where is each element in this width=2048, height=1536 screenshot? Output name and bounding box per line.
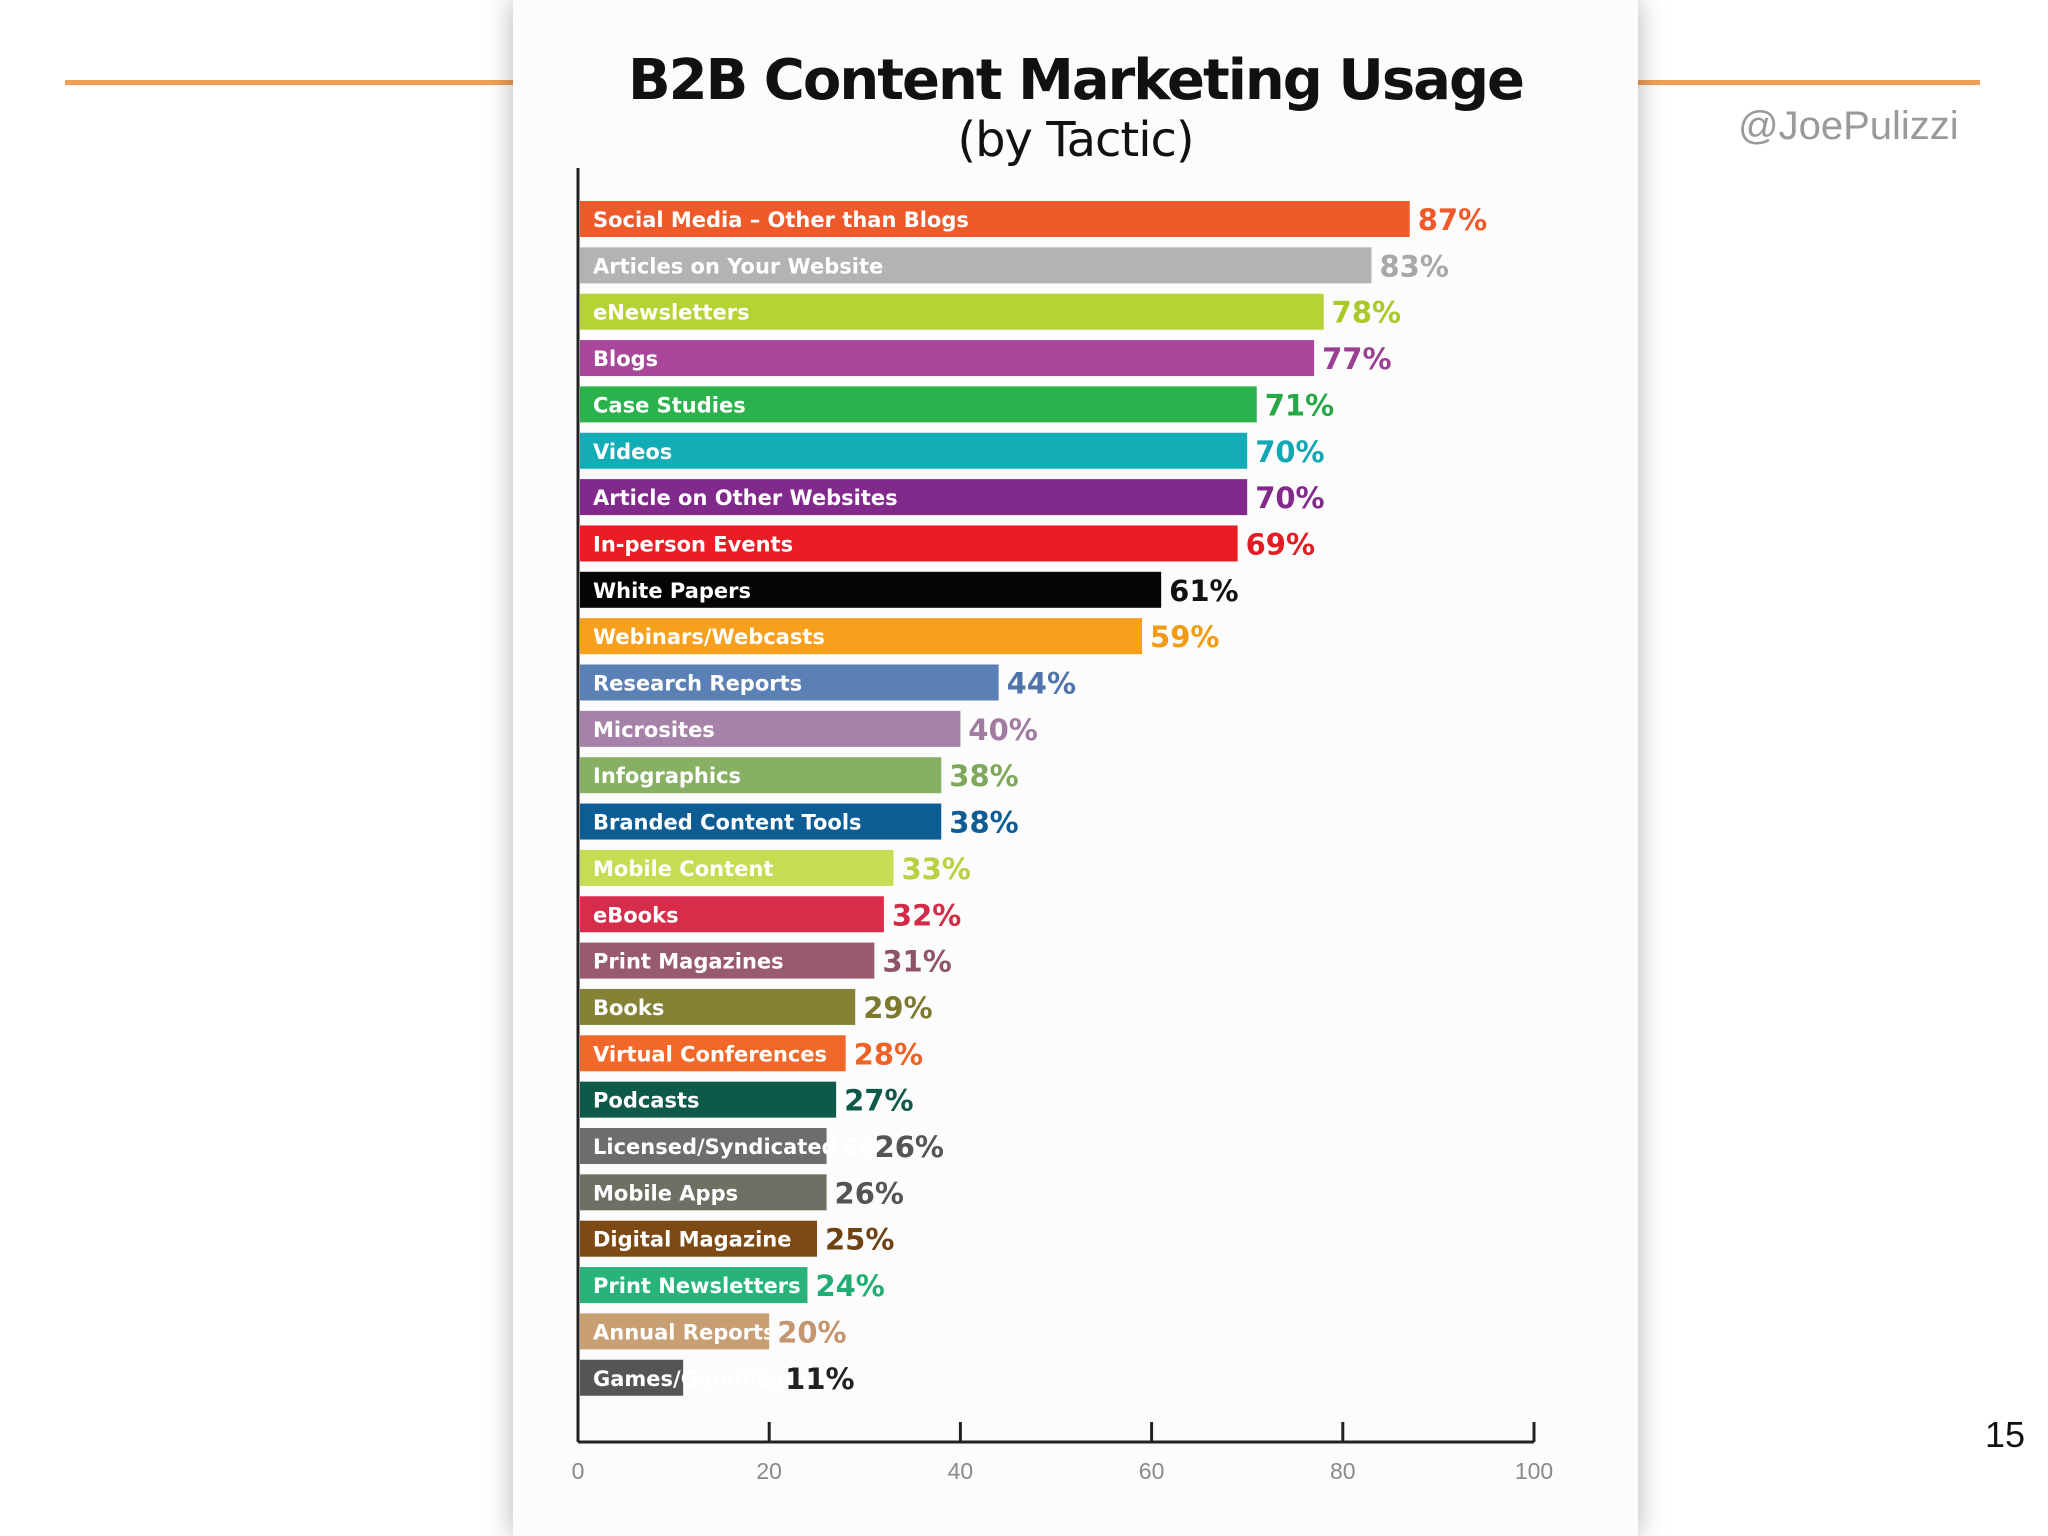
- header-rule-right: [1638, 80, 1980, 85]
- x-tick-label: 40: [948, 1458, 974, 1484]
- bar: [580, 803, 942, 840]
- bar-category-label: eBooks: [593, 903, 679, 927]
- bar: [580, 1174, 827, 1211]
- bar: [580, 1035, 846, 1072]
- bar-value-label: 61%: [1169, 574, 1238, 608]
- page-number: 15: [1985, 1414, 2026, 1455]
- bar-value-label: 33%: [901, 852, 970, 886]
- bar: [580, 293, 1324, 330]
- bar: [580, 247, 1372, 284]
- bar-value-label: 25%: [825, 1223, 894, 1257]
- chart-subtitle: (by Tactic): [957, 112, 1194, 168]
- bar-value-label: 26%: [875, 1130, 944, 1164]
- bar: [580, 479, 1248, 516]
- bar-category-label: Print Magazines: [593, 950, 784, 974]
- bar-category-label: Mobile Apps: [593, 1181, 738, 1205]
- bar: [580, 386, 1257, 423]
- bar-value-label: 40%: [968, 713, 1037, 747]
- bar-chart: 0 20 40 60 80 100 Social Media – Other than Bl…: [572, 168, 1553, 1484]
- bar-category-label: Annual Reports: [593, 1320, 776, 1344]
- bar-category-label: Licensed/Syndicated Content: [593, 1135, 938, 1159]
- bar-value-label: 44%: [1007, 667, 1076, 701]
- bar: [580, 942, 875, 979]
- bar: [580, 1267, 808, 1304]
- bar: [580, 710, 961, 747]
- header-rule-left: [65, 80, 513, 85]
- bar-category-label: Games/Gamification: [593, 1367, 830, 1391]
- bar-category-label: Virtual Conferences: [593, 1042, 827, 1066]
- bar-value-label: 38%: [949, 806, 1018, 840]
- bar-category-label: In-person Events: [593, 532, 793, 556]
- x-tick-label: 20: [756, 1458, 782, 1484]
- bar-value-label: 11%: [785, 1362, 854, 1396]
- bar-category-label: eNewsletters: [593, 301, 750, 325]
- bar-value-label: 78%: [1332, 296, 1401, 330]
- bar: [580, 432, 1248, 469]
- x-tick-label: 100: [1515, 1458, 1553, 1484]
- bar-value-label: 70%: [1255, 435, 1324, 469]
- chart-title: B2B Content Marketing Usage: [627, 48, 1525, 113]
- bar-category-label: Research Reports: [593, 672, 802, 696]
- bar-category-label: Branded Content Tools: [593, 811, 862, 835]
- bar-category-label: Videos: [593, 440, 672, 464]
- bar-value-label: 77%: [1322, 342, 1391, 376]
- bar: [580, 1220, 817, 1257]
- bar: [580, 1313, 770, 1350]
- bar-category-label: Books: [593, 996, 664, 1020]
- bar-value-label: 69%: [1246, 527, 1315, 561]
- x-tick-label: 0: [572, 1458, 585, 1484]
- bar-value-label: 27%: [844, 1084, 913, 1118]
- bar-category-label: Digital Magazine: [593, 1228, 791, 1252]
- bar: [580, 1081, 837, 1118]
- bar-value-label: 31%: [882, 945, 951, 979]
- bar: [580, 201, 1410, 237]
- bar-value-label: 87%: [1418, 203, 1487, 237]
- x-tick-label: 80: [1330, 1458, 1356, 1484]
- bar-value-label: 24%: [815, 1269, 884, 1303]
- bar-value-label: 83%: [1379, 249, 1448, 283]
- bar-category-label: Articles on Your Website: [593, 254, 883, 278]
- bar: [580, 757, 942, 794]
- bar-category-label: White Papers: [593, 579, 751, 603]
- bar-category-label: Case Studies: [593, 393, 746, 417]
- bar-category-label: Microsites: [593, 718, 715, 742]
- twitter-handle: @JoePulizzi: [1738, 104, 1959, 148]
- bar: [580, 525, 1238, 562]
- bar: [580, 664, 999, 701]
- bar-value-label: 26%: [835, 1176, 904, 1210]
- bar-category-label: Webinars/Webcasts: [593, 625, 825, 649]
- bar-category-label: Article on Other Websites: [593, 486, 898, 510]
- x-tick-label: 60: [1139, 1458, 1165, 1484]
- bar-category-label: Podcasts: [593, 1089, 700, 1113]
- bar-category-label: Social Media – Other than Blogs: [593, 208, 969, 232]
- bar: [580, 618, 1143, 655]
- infographic-card: B2B Content Marketing Usage (by Tactic) …: [513, 0, 1638, 1536]
- bar-category-label: Blogs: [593, 347, 658, 371]
- bar: [580, 849, 894, 886]
- bar-value-label: 38%: [949, 759, 1018, 793]
- bar-value-label: 32%: [892, 898, 961, 932]
- bar: [580, 1128, 827, 1164]
- bar-value-label: 29%: [863, 991, 932, 1025]
- bar-value-label: 71%: [1265, 388, 1334, 422]
- bar: [580, 988, 856, 1025]
- bar-category-label: Infographics: [593, 764, 741, 788]
- bar-value-label: 70%: [1255, 481, 1324, 515]
- bar: [580, 1359, 684, 1396]
- bar-category-label: Print Newsletters: [593, 1274, 801, 1298]
- bar-value-label: 59%: [1150, 620, 1219, 654]
- bar-category-label: Mobile Content: [593, 857, 773, 881]
- bar-value-label: 20%: [777, 1315, 846, 1349]
- bar: [580, 340, 1315, 377]
- bar: [580, 896, 884, 933]
- bar-value-label: 28%: [854, 1037, 923, 1071]
- bar: [580, 571, 1162, 608]
